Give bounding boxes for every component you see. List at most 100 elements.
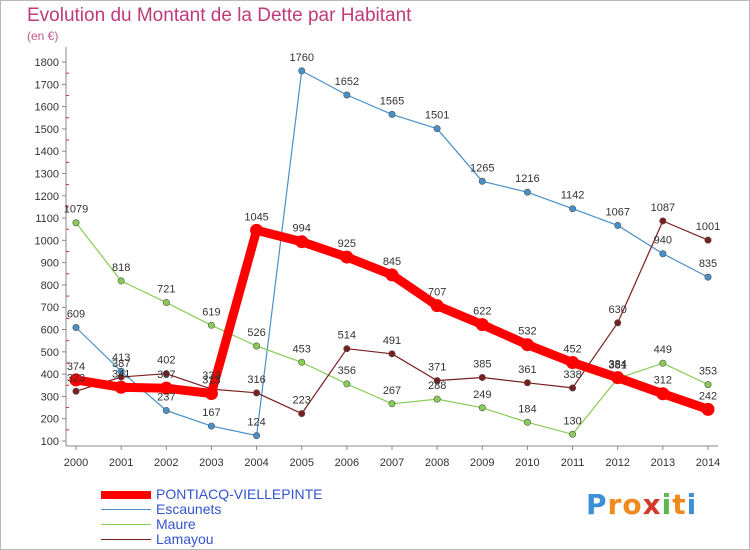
data-label: 845 — [383, 256, 401, 268]
y-tick-label: 1800 — [35, 57, 59, 69]
data-label: 1265 — [470, 162, 494, 174]
data-label: 124 — [247, 417, 265, 429]
data-point — [162, 299, 170, 307]
data-point — [207, 321, 215, 329]
proxiti-logo: Proxiti — [586, 488, 697, 521]
data-label: 341 — [112, 368, 130, 380]
chart-title: Evolution du Montant de la Dette par Hab… — [27, 5, 412, 26]
y-tick-label: 1300 — [35, 168, 59, 180]
data-point — [523, 188, 531, 196]
data-label: 940 — [654, 235, 672, 247]
data-label: 1760 — [289, 52, 313, 64]
data-point — [253, 432, 261, 440]
data-label: 609 — [67, 309, 85, 321]
y-tick-label: 800 — [41, 280, 59, 292]
data-label: 387 — [112, 358, 130, 370]
data-label: 249 — [473, 389, 491, 401]
data-point — [340, 250, 354, 264]
data-point — [295, 235, 309, 249]
data-label: 184 — [518, 403, 536, 415]
data-label: 532 — [518, 326, 536, 338]
data-point — [298, 67, 306, 75]
data-point — [659, 217, 667, 225]
data-label: 402 — [157, 355, 175, 367]
data-label: 925 — [338, 238, 356, 250]
data-point — [569, 205, 577, 213]
data-label: 1001 — [696, 221, 720, 233]
y-tick-label: 1500 — [35, 124, 59, 136]
data-label: 622 — [473, 306, 491, 318]
x-tick-label: 2002 — [154, 457, 178, 469]
data-label: 381 — [609, 359, 627, 371]
y-tick-label: 1600 — [35, 102, 59, 114]
data-label: 356 — [338, 365, 356, 377]
data-point — [433, 377, 441, 385]
data-point — [478, 404, 486, 412]
x-tick-label: 2012 — [605, 457, 629, 469]
data-label: 994 — [293, 223, 311, 235]
data-point — [207, 422, 215, 430]
data-label: 316 — [247, 374, 265, 386]
data-label: 514 — [338, 330, 356, 342]
data-label: 452 — [563, 344, 581, 356]
data-point — [433, 395, 441, 403]
logo-letter: i — [661, 488, 673, 521]
logo-letter: r — [607, 488, 623, 521]
data-point — [298, 358, 306, 366]
logo-letter: t — [672, 488, 687, 521]
data-point — [162, 406, 170, 414]
data-label: 313 — [202, 375, 220, 387]
data-point — [117, 277, 125, 285]
x-tick-label: 2014 — [696, 457, 720, 469]
data-point — [159, 381, 173, 395]
data-point — [520, 338, 534, 352]
legend-swatch — [101, 509, 151, 510]
data-label: 337 — [157, 369, 175, 381]
x-tick-label: 2005 — [289, 457, 313, 469]
data-point — [388, 350, 396, 358]
data-label: 338 — [563, 369, 581, 381]
data-label: 619 — [202, 306, 220, 318]
data-label: 267 — [383, 385, 401, 397]
data-point — [162, 370, 170, 378]
data-point — [614, 221, 622, 229]
data-point — [72, 219, 80, 227]
data-label: 491 — [383, 335, 401, 347]
y-tick-label: 900 — [41, 258, 59, 270]
x-tick-label: 2004 — [244, 457, 268, 469]
data-point — [72, 387, 80, 395]
x-tick-label: 2011 — [561, 457, 585, 469]
data-label: 130 — [563, 415, 581, 427]
y-tick-label: 700 — [41, 302, 59, 314]
axes: 100 200 300 400 500 600 700 800 900 1000 1100 1200 1… — [35, 47, 720, 469]
x-tick-label: 2006 — [335, 457, 359, 469]
x-tick-label: 2007 — [380, 457, 404, 469]
series-layer — [69, 67, 715, 440]
data-point — [433, 125, 441, 133]
data-point — [614, 319, 622, 327]
data-point — [701, 402, 715, 416]
data-point — [114, 380, 128, 394]
data-label: 1142 — [561, 190, 585, 202]
data-label: 1565 — [380, 95, 404, 107]
data-label: 333 — [202, 370, 220, 382]
data-point — [385, 268, 399, 282]
logo-letter: o — [622, 488, 643, 521]
unit-label: (en €) — [27, 29, 59, 43]
data-point — [704, 236, 712, 244]
legend-label: Escaunets — [156, 501, 222, 517]
y-tick-label: 500 — [41, 347, 59, 359]
data-label: 1067 — [605, 206, 629, 218]
y-tick-label: 100 — [41, 436, 59, 448]
data-label: 242 — [699, 390, 717, 402]
data-point — [659, 250, 667, 258]
data-point — [250, 223, 264, 237]
data-label: 707 — [428, 287, 446, 299]
data-point — [566, 356, 580, 370]
data-point — [388, 400, 396, 408]
x-tick-label: 2010 — [515, 457, 539, 469]
x-tick-label: 2009 — [470, 457, 494, 469]
x-tick-label: 2008 — [425, 457, 449, 469]
data-point — [204, 387, 218, 401]
